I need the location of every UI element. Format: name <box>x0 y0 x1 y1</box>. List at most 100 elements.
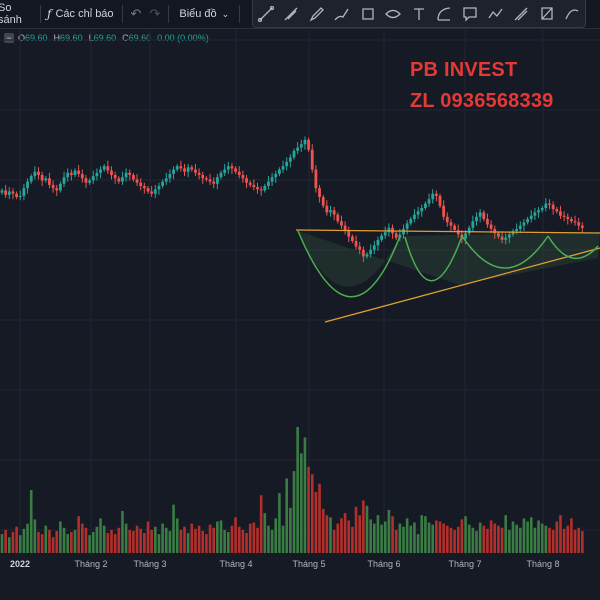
volume-bar <box>504 515 507 553</box>
volume-bar <box>132 530 135 553</box>
volume-bar <box>489 520 493 553</box>
cup-curve <box>404 235 463 282</box>
ray-tool[interactable] <box>280 3 302 25</box>
volume-bar <box>515 524 518 553</box>
candle-body <box>230 166 234 169</box>
volume-bar <box>551 529 555 553</box>
volume-bar <box>91 532 95 553</box>
candle-body <box>394 233 398 238</box>
path-tool[interactable] <box>485 3 507 25</box>
candle-body <box>172 169 175 174</box>
callout-icon <box>463 6 477 22</box>
volume-bar <box>66 534 69 553</box>
volume-bar <box>303 437 307 553</box>
volume-bar <box>95 526 99 553</box>
candle-body <box>0 190 4 193</box>
volume-bar <box>197 525 201 553</box>
volume-bar <box>223 529 226 553</box>
candle-body <box>299 144 303 148</box>
volume-bar <box>351 526 354 553</box>
candle-body <box>245 178 248 183</box>
brush-tool[interactable] <box>331 3 353 25</box>
volume-bar <box>110 529 113 553</box>
volume-bar <box>179 529 183 553</box>
trend-line-tool[interactable] <box>255 3 277 25</box>
candle-body <box>580 225 584 228</box>
volume-bar <box>329 517 332 553</box>
candle-body <box>292 150 296 158</box>
candle-body <box>237 171 241 175</box>
indicators-button[interactable]: ƒ Các chỉ báo <box>47 0 114 28</box>
candle-body <box>566 216 570 219</box>
candle-body <box>186 167 190 172</box>
volume-bar <box>208 524 212 553</box>
collapse-legend-button[interactable]: − <box>4 33 14 43</box>
volume-bar <box>201 530 205 553</box>
candle-body <box>69 172 73 175</box>
volume-bar <box>325 515 329 553</box>
volume-bar <box>409 525 413 553</box>
rectangle-tool[interactable] <box>357 3 379 25</box>
volume-bar <box>296 427 299 553</box>
ellipse-tool[interactable] <box>382 3 404 25</box>
candle-body <box>416 211 420 215</box>
pattern-fill <box>298 231 600 287</box>
year-tick: 2022 <box>9 559 31 569</box>
candle-body <box>471 221 475 228</box>
time-axis: 2022 Tháng 2 Tháng 3 Tháng 4 Tháng 5 Thá… <box>0 555 600 575</box>
chevron-down-icon: ⌄ <box>221 8 230 19</box>
volume-bar <box>48 529 51 553</box>
candle-body <box>194 169 197 173</box>
candle-body <box>95 172 99 177</box>
volume-bar <box>365 505 369 553</box>
candle-body <box>48 178 51 185</box>
candle-body <box>310 149 314 170</box>
volume-bar <box>387 509 391 553</box>
candle-body <box>343 225 347 230</box>
compare-button[interactable]: So sánh <box>0 2 22 26</box>
candle-body <box>354 241 358 247</box>
flag-tool[interactable] <box>536 3 558 25</box>
candle-body <box>128 172 132 175</box>
volume-bar <box>194 528 197 553</box>
candle-body <box>146 188 150 192</box>
volume-bar <box>161 523 164 553</box>
candle-body <box>88 180 91 183</box>
volume-bar <box>486 528 489 553</box>
arc-tool[interactable] <box>433 3 455 25</box>
undo-icon[interactable]: ↶ <box>130 6 142 21</box>
open-value: 69.60 <box>25 33 48 43</box>
volume-bar <box>435 520 438 553</box>
candle-body <box>51 184 55 189</box>
ray-icon <box>284 7 298 20</box>
candle-body <box>303 139 307 145</box>
candle-body <box>573 221 577 223</box>
price-chart[interactable] <box>0 0 600 555</box>
callout-tool[interactable] <box>459 3 481 25</box>
candle-body <box>449 222 453 226</box>
change-value: 0.00 (0.00%) <box>157 33 209 43</box>
volume-bar <box>62 527 66 553</box>
curve-icon <box>565 8 579 19</box>
chart-template-button[interactable]: Biểu đồ ⌄ <box>179 0 229 28</box>
text-tool[interactable] <box>408 3 430 25</box>
candle-body <box>533 212 537 216</box>
volume-bar <box>438 521 442 553</box>
chart-grid <box>0 30 600 555</box>
candle-body <box>201 175 205 179</box>
volume-bar <box>128 529 132 553</box>
redo-icon[interactable]: ↷ <box>149 6 161 21</box>
volume-bar <box>431 524 434 553</box>
measure-tool[interactable] <box>510 3 532 25</box>
month-tick: Tháng 7 <box>448 559 482 569</box>
curve-tool[interactable] <box>561 3 583 25</box>
candle-body <box>559 211 562 216</box>
pen-tool[interactable] <box>306 3 328 25</box>
volume-bar <box>340 518 343 553</box>
volume-bar <box>55 530 59 553</box>
arc-icon <box>437 6 451 21</box>
toolbar-divider <box>121 5 123 23</box>
volume-bar <box>102 525 106 553</box>
candle-body <box>438 195 442 206</box>
volume-bar <box>321 508 325 553</box>
